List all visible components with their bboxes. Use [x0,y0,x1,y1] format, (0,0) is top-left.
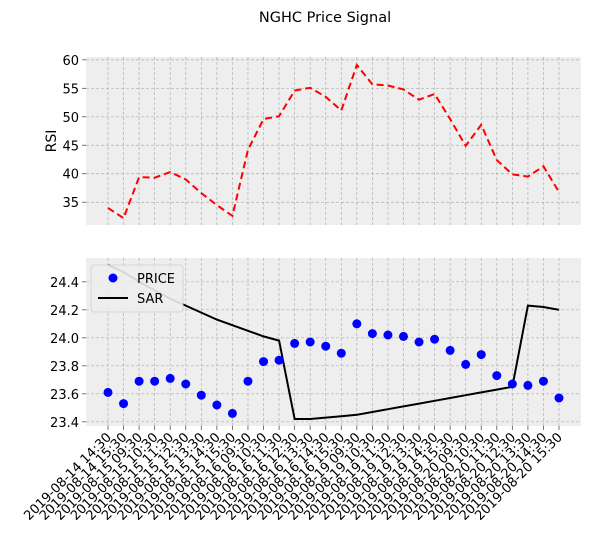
y-tick-label: 50 [62,111,79,126]
price-y-axis: 23.4 23.6 23.8 24.0 24.2 24.4 [50,276,86,431]
rsi-panel: 35 40 45 50 55 60 RSI [44,54,581,225]
legend: PRICE SAR [90,264,184,313]
price-point [227,408,237,418]
rsi-plot-area [86,57,581,225]
y-tick-label: 24.0 [50,332,79,347]
rsi-series-line [107,62,560,220]
price-point [430,334,440,344]
price-point [492,371,502,381]
price-point [398,331,408,341]
rsi-x-grid [107,57,560,225]
price-point [336,348,346,358]
price-point [523,380,533,390]
legend-price-label: PRICE [137,272,175,287]
price-point [383,330,393,340]
price-point [119,399,129,409]
price-point [367,329,377,339]
y-tick-label: 60 [62,54,79,69]
price-point [259,357,269,367]
y-tick-label: 23.8 [50,360,79,375]
y-tick-label: 40 [62,168,79,183]
legend-sar-label: SAR [137,292,163,307]
y-tick-label: 23.6 [50,388,79,403]
y-tick-label: 55 [62,82,79,97]
y-tick-label: 45 [62,139,79,154]
y-tick-label: 35 [62,196,79,211]
price-point [150,376,160,386]
y-tick-label: 23.4 [50,416,79,431]
price-point [507,379,517,389]
price-point [165,373,175,383]
price-point [134,376,144,386]
price-panel: 23.4 23.6 23.8 24.0 24.2 24.4 2019-08-14 14:3… [21,258,581,524]
price-point [196,390,206,400]
price-point [103,387,113,397]
price-point [476,350,486,360]
price-point [445,345,455,355]
price-point [212,400,222,410]
rsi-y-axis: 35 40 45 50 55 60 [62,54,86,211]
price-point [321,341,331,351]
price-point [414,337,424,347]
price-series-points [103,319,564,418]
rsi-y-axis-label: RSI [44,130,60,153]
price-point [290,338,300,348]
y-tick-label: 24.4 [50,276,79,291]
rsi-grid [86,59,581,203]
price-point [352,319,362,329]
price-point [554,393,564,403]
price-point [243,376,253,386]
chart-title: NGHC Price Signal [259,10,391,26]
price-point [461,359,471,369]
y-tick-label: 24.2 [50,304,79,319]
price-point [181,379,191,389]
price-point [305,337,315,347]
price-point [538,376,548,386]
price-point [274,355,284,365]
legend-price-marker [108,273,118,283]
